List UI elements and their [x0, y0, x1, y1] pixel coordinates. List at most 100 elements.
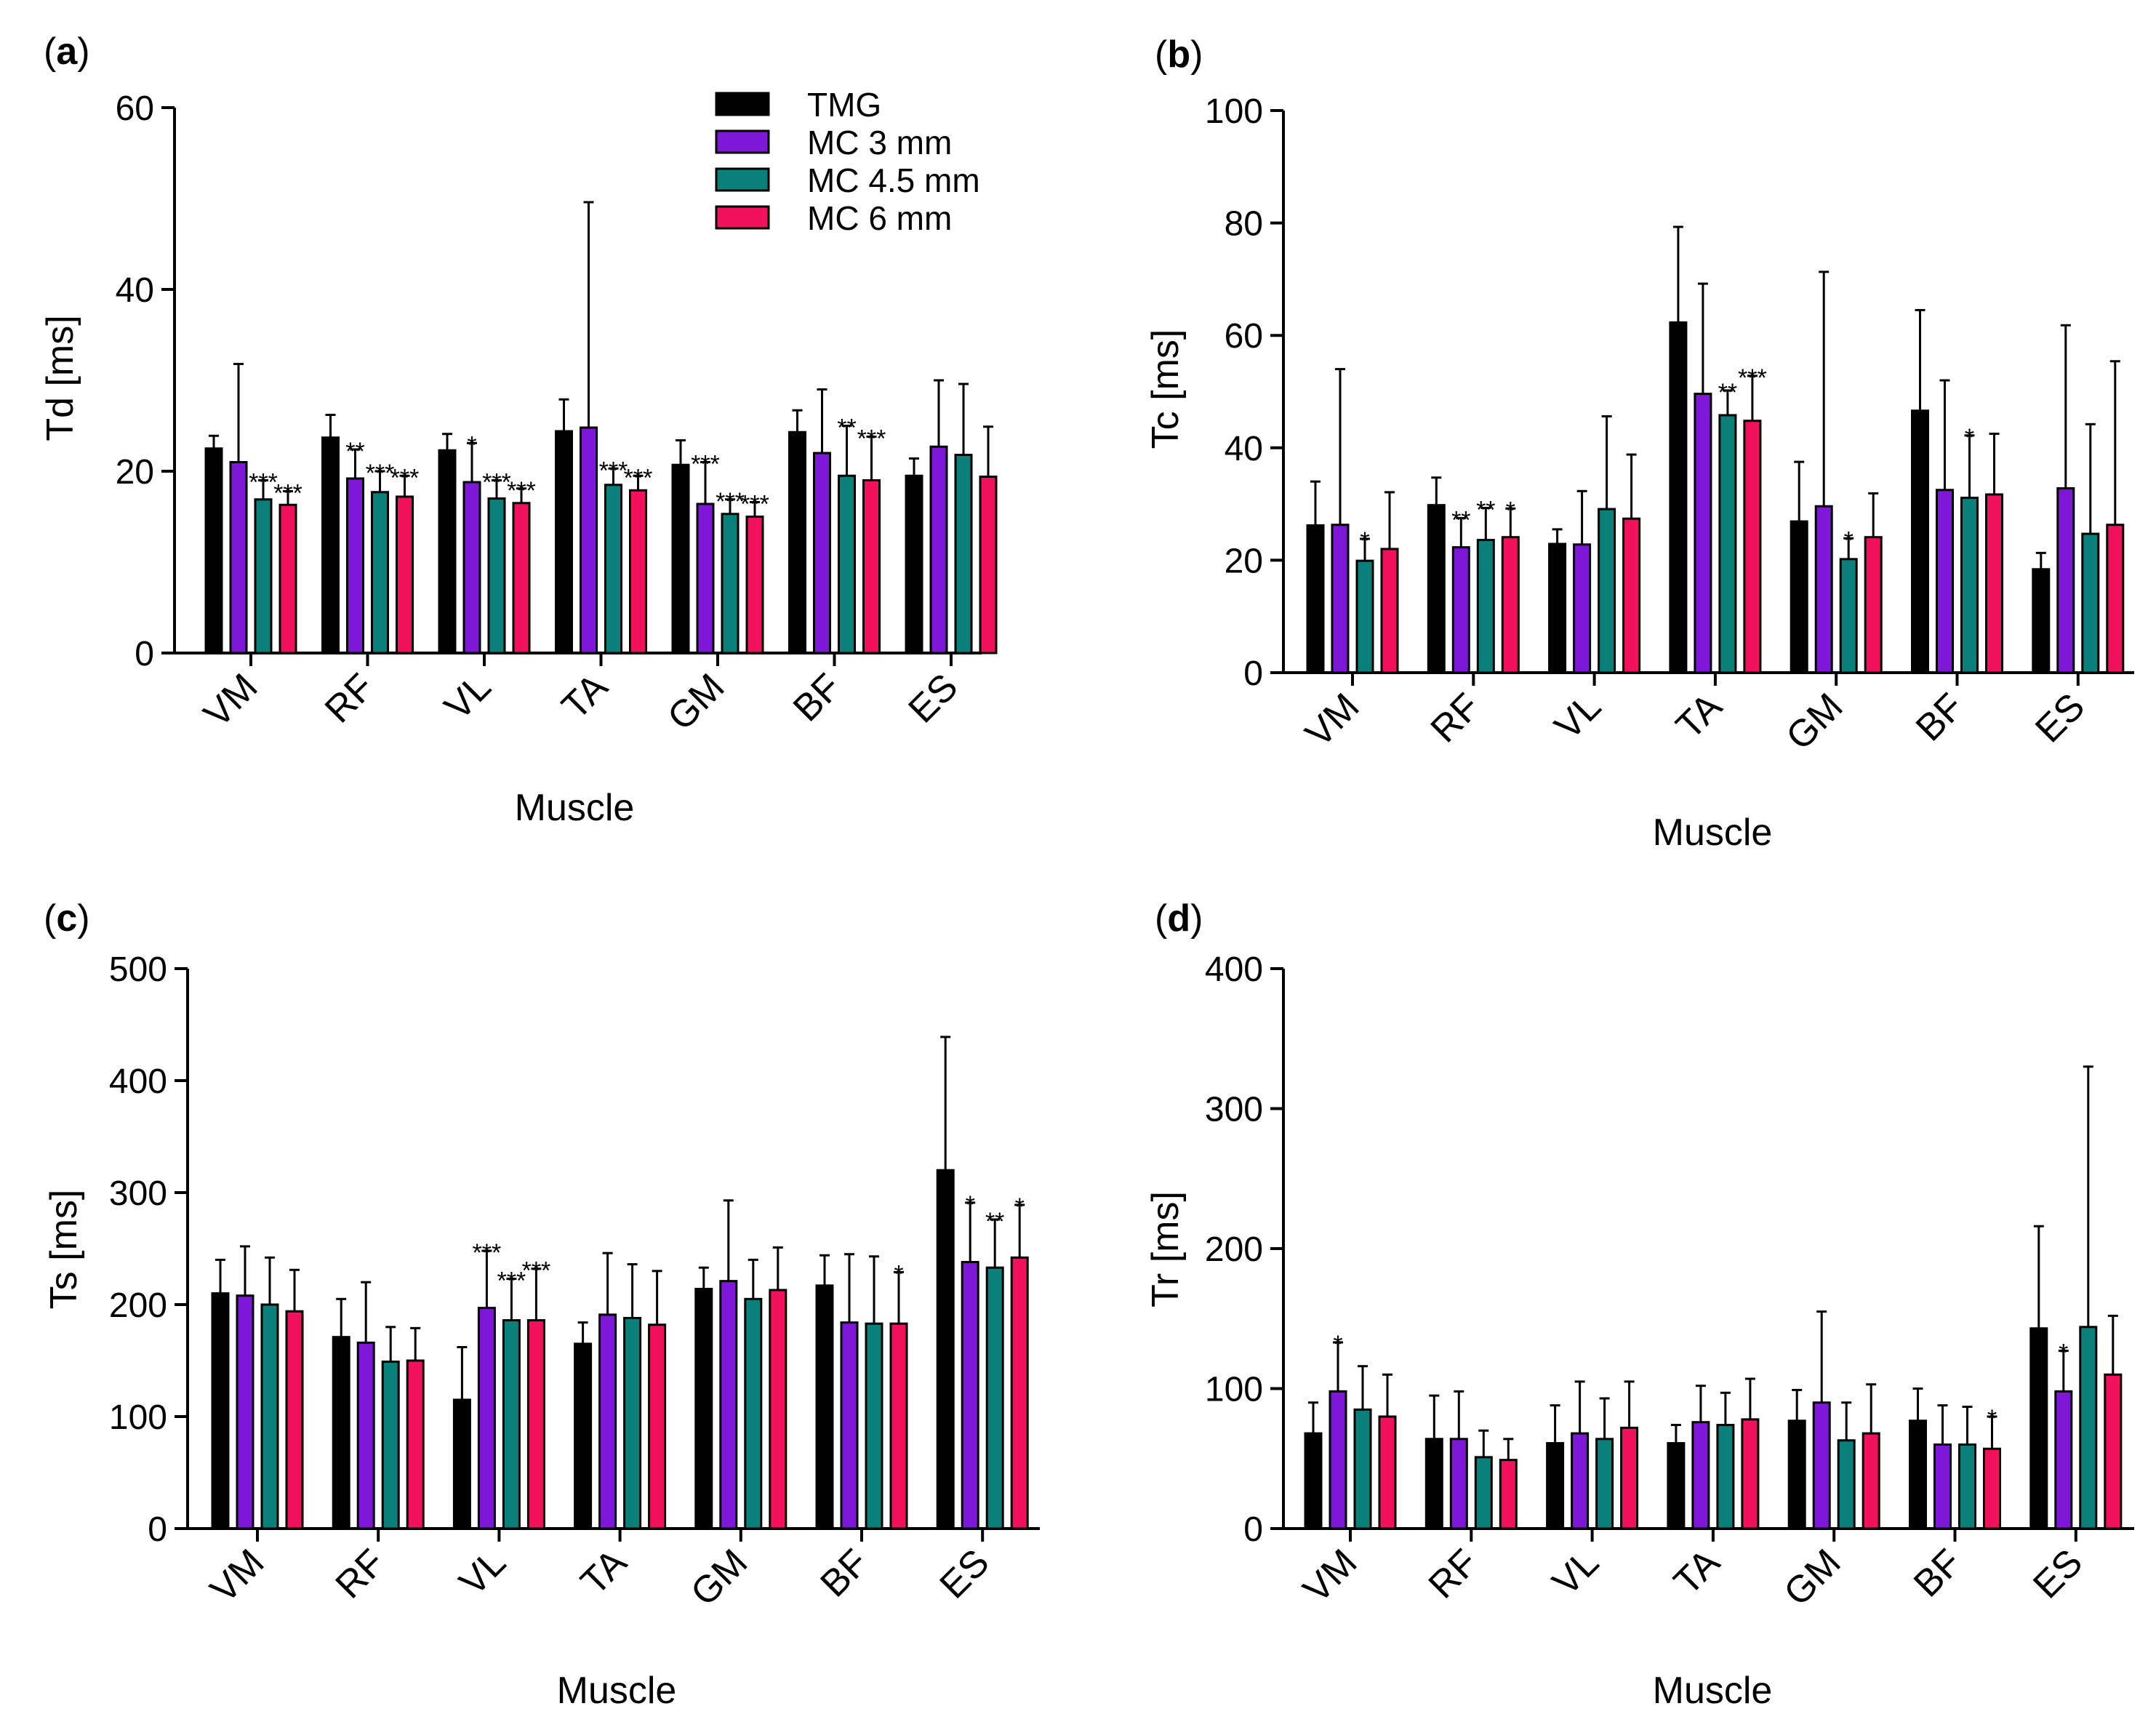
panel-b-ylabel: Tc [ms]: [1145, 329, 1187, 449]
bar-c-bf-mc-3-mm: [840, 1321, 859, 1530]
significance-b-ta-mc-6-mm: ***: [1738, 364, 1767, 392]
significance-b-rf-mc-4-5-mm: **: [1476, 497, 1495, 524]
bar-d-vm-mc-6-mm: [1378, 1415, 1397, 1530]
significance-b-rf-mc-3-mm: **: [1451, 506, 1470, 534]
panel-c-xtick-label-ta: TA: [573, 1541, 635, 1603]
bar-d-bf-tmg: [1909, 1419, 1927, 1530]
bar-a-vl-mc-4-5-mm: [487, 497, 506, 654]
panel-d-ytick-label: 200: [1205, 1230, 1263, 1269]
bar-c-vl-mc-6-mm: [526, 1319, 545, 1530]
panel-b-ytick-label: 80: [1225, 205, 1263, 244]
panel-a-label: (a): [44, 31, 90, 73]
bar-c-vm-mc-4-5-mm: [260, 1303, 279, 1530]
bar-a-rf-tmg: [321, 436, 340, 654]
panel-a-xtick-label-es: ES: [900, 665, 966, 731]
panel-d-xtick-label-vl: VL: [1544, 1541, 1607, 1603]
panel-d-xtick-label-ta: TA: [1666, 1541, 1728, 1603]
bar-c-es-tmg: [936, 1169, 955, 1530]
panel-a-xtick-label-gm: GM: [660, 665, 732, 738]
bar-b-vm-mc-6-mm: [1380, 548, 1399, 674]
bar-c-rf-mc-4-5-mm: [381, 1361, 400, 1530]
panel-c-ytick-label: 0: [148, 1510, 167, 1549]
panel-b-xlabel: Muscle: [1653, 812, 1773, 854]
bar-a-gm-mc-6-mm: [745, 516, 764, 654]
panel-c-ytick-label: 300: [109, 1174, 167, 1213]
panel-d-ytick-label: 0: [1243, 1510, 1263, 1549]
bar-a-es-tmg: [905, 474, 923, 654]
panel-c-xtick-label-vm: VM: [202, 1541, 272, 1611]
bar-a-gm-mc-4-5-mm: [721, 513, 740, 654]
bar-d-bf-mc-3-mm: [1933, 1443, 1952, 1530]
significance-a-gm-mc-4-5-mm: ***: [716, 488, 745, 516]
bar-d-ta-tmg: [1667, 1442, 1686, 1530]
panel-c-xtick-label-bf: BF: [812, 1541, 876, 1605]
panel-c-xtick-label-rf: RF: [328, 1541, 393, 1606]
bar-a-vm-mc-4-5-mm: [254, 498, 273, 654]
bar-b-ta-tmg: [1669, 321, 1688, 674]
panel-b-xtick-label-ta: TA: [1668, 685, 1730, 747]
significance-a-ta-mc-4-5-mm: ***: [599, 457, 628, 484]
panel-a-ytick-label: 60: [116, 89, 154, 128]
bar-d-gm-mc-4-5-mm: [1837, 1439, 1856, 1530]
significance-d-es-mc-3-mm: *: [2059, 1339, 2068, 1367]
bar-b-vm-mc-4-5-mm: [1355, 559, 1374, 674]
bar-c-ta-mc-3-mm: [598, 1313, 617, 1530]
bar-d-rf-mc-6-mm: [1499, 1459, 1518, 1530]
bar-d-vm-mc-3-mm: [1329, 1390, 1347, 1530]
bar-b-gm-tmg: [1790, 520, 1808, 674]
panel-d-xtick-label-bf: BF: [1906, 1541, 1970, 1605]
bar-d-es-mc-6-mm: [2104, 1373, 2123, 1530]
panel-c-ytick-label: 200: [109, 1286, 167, 1325]
bar-a-ta-mc-6-mm: [629, 489, 647, 654]
significance-c-bf-mc-6-mm: *: [894, 1260, 903, 1288]
bar-d-es-mc-3-mm: [2054, 1390, 2073, 1530]
panel-d-ytick-label: 100: [1205, 1371, 1263, 1409]
panel-c-ytick-label: 500: [109, 950, 167, 989]
panel-b-xtick-label-vl: VL: [1547, 685, 1609, 748]
significance-b-rf-mc-6-mm: *: [1506, 497, 1515, 524]
bar-c-gm-mc-4-5-mm: [744, 1297, 763, 1530]
legend-label-mc3: MC 3 mm: [807, 124, 952, 161]
bar-c-es-mc-4-5-mm: [985, 1266, 1004, 1530]
bar-b-rf-mc-3-mm: [1451, 546, 1470, 674]
bar-b-bf-mc-3-mm: [1936, 489, 1954, 674]
panel-c-xtick-label-gm: GM: [683, 1541, 756, 1614]
significance-a-vl-mc-4-5-mm: ***: [482, 469, 511, 497]
bar-c-vm-mc-3-mm: [236, 1294, 255, 1530]
panel-b-label: (b): [1155, 33, 1203, 76]
bar-b-bf-mc-4-5-mm: [1960, 497, 1979, 674]
panel-a-xtick-label-vl: VL: [436, 665, 499, 728]
bar-c-bf-mc-6-mm: [889, 1322, 908, 1530]
significance-a-rf-mc-6-mm: ***: [390, 464, 420, 492]
bar-c-ta-tmg: [574, 1342, 593, 1530]
significance-a-vm-mc-6-mm: ***: [273, 480, 302, 508]
bar-d-bf-mc-6-mm: [1983, 1447, 2001, 1530]
significance-a-bf-mc-4-5-mm: **: [837, 415, 856, 442]
bar-b-bf-tmg: [1911, 409, 1929, 674]
panel-b-ytick-label: 100: [1205, 92, 1263, 131]
bar-c-vl-mc-4-5-mm: [502, 1319, 521, 1530]
bar-a-es-mc-4-5-mm: [954, 454, 973, 654]
panel-a-ytick-label: 20: [116, 453, 154, 492]
significance-c-vl-mc-4-5-mm: ***: [497, 1268, 526, 1295]
panel-b-ytick-label: 20: [1225, 542, 1263, 580]
legend-swatch-mc6: [715, 205, 770, 230]
bar-b-ta-mc-4-5-mm: [1718, 414, 1737, 674]
bar-b-vm-tmg: [1306, 524, 1325, 674]
panel-b-xtick-label-gm: GM: [1778, 685, 1851, 758]
panel-d-xtick-label-gm: GM: [1776, 1541, 1848, 1614]
bar-b-ta-mc-3-mm: [1694, 393, 1712, 674]
bar-b-vl-mc-4-5-mm: [1598, 508, 1616, 674]
panel-d-label: (d): [1155, 897, 1203, 940]
panel-b-xtick-label-es: ES: [2027, 685, 2093, 750]
bar-a-gm-tmg: [671, 463, 690, 654]
bar-b-ta-mc-6-mm: [1743, 420, 1762, 674]
bar-b-es-tmg: [2032, 568, 2051, 674]
panel-c-xlabel: Muscle: [557, 1670, 677, 1712]
bar-d-vm-mc-4-5-mm: [1353, 1408, 1372, 1530]
legend: TMG MC 3 mm MC 4.5 mm MC 6 mm: [715, 86, 980, 237]
bar-b-vm-mc-3-mm: [1331, 524, 1350, 674]
